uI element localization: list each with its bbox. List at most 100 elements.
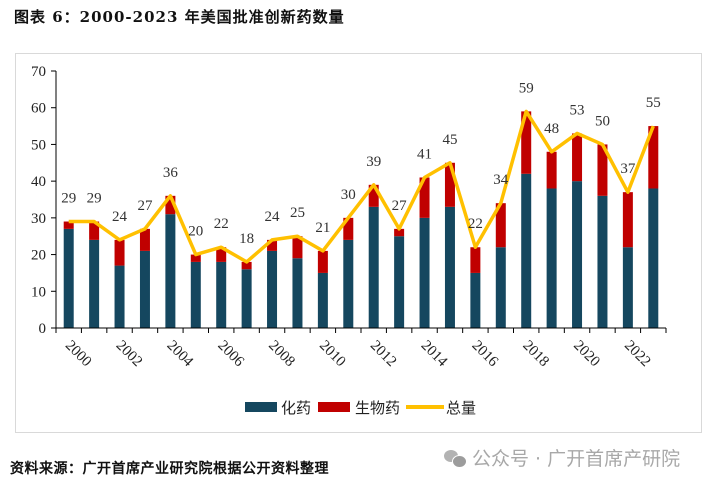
bar-chem-2019 <box>546 188 557 328</box>
bar-chem-2002 <box>114 265 125 328</box>
bar-bio-2008 <box>267 239 278 251</box>
bar-chem-2007 <box>241 269 252 328</box>
data-label-2010: 21 <box>315 220 330 236</box>
x-tick-label-2006: 2006 <box>214 338 247 371</box>
bar-chem-2005 <box>190 261 201 328</box>
bar-bio-2015 <box>444 162 455 207</box>
bar-chem-2013 <box>394 236 405 328</box>
data-label-2004: 36 <box>163 165 179 181</box>
bar-chem-2018 <box>521 173 532 328</box>
bar-bio-2010 <box>317 250 328 273</box>
bar-chem-2021 <box>597 195 608 328</box>
legend-label-chem: 化药 <box>281 399 311 417</box>
watermark: 公众号 · 广开首席产研院 <box>444 444 680 471</box>
y-tick-label-40: 40 <box>31 174 46 190</box>
data-label-2020: 53 <box>570 102 585 118</box>
bar-bio-2003 <box>139 228 150 251</box>
data-label-2016: 22 <box>468 216 483 232</box>
y-tick-label-30: 30 <box>31 211 46 227</box>
bar-bio-2006 <box>216 247 227 262</box>
bar-chem-2003 <box>139 250 150 328</box>
bar-chem-2001 <box>89 239 100 328</box>
y-tick-label-10: 10 <box>31 284 46 300</box>
bar-chem-2022 <box>622 247 633 328</box>
bar-bio-2023 <box>648 126 659 189</box>
bar-chem-2020 <box>572 181 583 328</box>
bar-bio-2005 <box>190 254 201 262</box>
x-tick-label-2002: 2002 <box>113 338 146 371</box>
x-tick-label-2010: 2010 <box>316 338 349 371</box>
bar-chem-2017 <box>495 247 506 328</box>
data-label-2003: 27 <box>137 198 153 214</box>
bar-chem-2016 <box>470 272 481 328</box>
x-tick-label-2016: 2016 <box>469 338 502 371</box>
bar-chem-2006 <box>216 261 227 328</box>
bar-bio-2011 <box>343 217 354 240</box>
bar-chem-2015 <box>444 206 455 328</box>
line-layer <box>68 109 655 264</box>
data-label-2008: 24 <box>265 209 281 225</box>
bar-bio-2012 <box>368 184 379 207</box>
data-labels-layer: 29 29 24 27 36 20 22 18 24 25 21 30 39 27 41 45 22 34 59 48… <box>61 80 661 247</box>
x-tick-label-2022: 2022 <box>621 338 654 371</box>
bar-bio-2021 <box>597 144 608 196</box>
data-label-2019: 48 <box>544 121 559 137</box>
data-label-2006: 22 <box>214 216 229 232</box>
data-label-2009: 25 <box>290 205 305 221</box>
data-label-2023: 55 <box>646 95 661 111</box>
bar-bio-2018 <box>521 111 532 174</box>
x-tick-label-2020: 2020 <box>570 338 603 371</box>
y-tick-label-70: 70 <box>31 64 46 80</box>
bar-bio-2020 <box>572 133 583 182</box>
bar-bio-2009 <box>292 236 303 259</box>
bar-chem-2023 <box>648 188 659 328</box>
bar-chem-2000 <box>63 228 74 328</box>
bar-bio-2013 <box>394 228 405 237</box>
data-label-2007: 18 <box>239 231 254 247</box>
data-label-2015: 45 <box>442 132 457 148</box>
data-label-2022: 37 <box>620 161 636 177</box>
source-note: 资料来源：广开首席产业研究院根据公开资料整理 <box>10 461 329 477</box>
data-label-2012: 39 <box>366 154 381 170</box>
data-label-2002: 24 <box>112 209 128 225</box>
bar-chem-2010 <box>317 272 328 328</box>
data-label-2011: 30 <box>341 187 356 203</box>
legend-swatch-chem <box>245 402 277 412</box>
bar-bio-2002 <box>114 239 125 266</box>
bars-layer <box>63 111 659 328</box>
bar-bio-2022 <box>622 192 633 248</box>
data-label-2014: 41 <box>417 146 432 162</box>
data-label-2000: 29 <box>61 191 76 207</box>
chart-frame <box>15 53 702 433</box>
y-tick-label-60: 60 <box>31 101 46 117</box>
legend: 化药 生物药 总量 <box>245 399 476 417</box>
bar-chem-2011 <box>343 239 354 328</box>
watermark-text: 公众号 · 广开首席产研院 <box>472 448 681 470</box>
data-label-2005: 20 <box>188 224 203 240</box>
bar-bio-2014 <box>419 177 430 218</box>
x-tick-label-2008: 2008 <box>265 338 298 371</box>
y-tick-label-20: 20 <box>31 248 46 264</box>
data-label-2018: 59 <box>519 80 534 96</box>
x-tick-label-2012: 2012 <box>367 338 400 371</box>
data-label-2017: 34 <box>493 172 509 188</box>
x-tick-label-2000: 2000 <box>62 338 95 371</box>
data-label-2013: 27 <box>392 198 408 214</box>
y-tick-label-0: 0 <box>39 321 47 337</box>
legend-swatch-bio <box>318 402 350 412</box>
x-tick-label-2018: 2018 <box>519 338 552 371</box>
chart-title: 图表 6：2000-2023 年美国批准创新药数量 <box>14 8 345 26</box>
bar-chem-2008 <box>267 250 278 328</box>
data-label-2001: 29 <box>87 191 102 207</box>
wechat-icon <box>444 449 467 468</box>
bar-bio-2007 <box>241 261 252 270</box>
x-tick-label-2004: 2004 <box>164 338 197 371</box>
bar-chem-2014 <box>419 217 430 328</box>
legend-label-bio: 生物药 <box>355 399 400 417</box>
bar-bio-2017 <box>495 203 506 248</box>
line-total <box>68 109 655 264</box>
bar-bio-2016 <box>470 247 481 273</box>
bar-bio-2000 <box>63 221 74 229</box>
data-label-2021: 50 <box>595 113 610 129</box>
